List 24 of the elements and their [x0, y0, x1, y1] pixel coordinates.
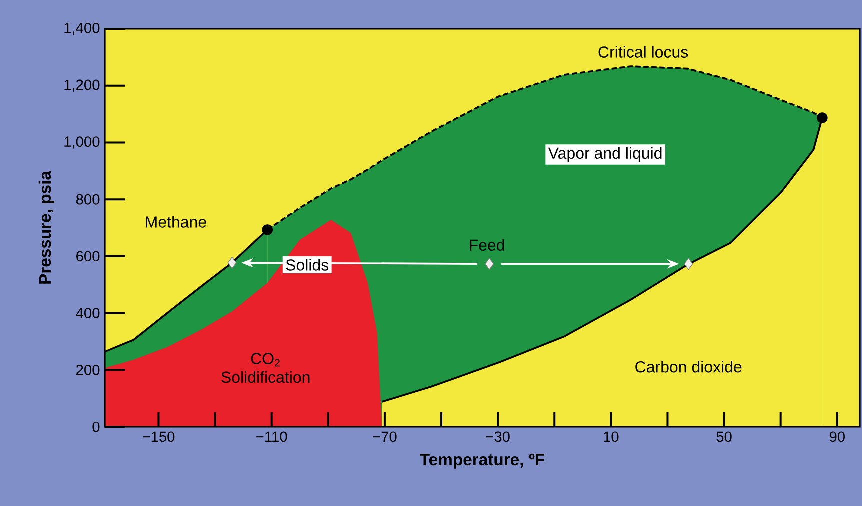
y-tick-label: 1,000: [64, 136, 100, 149]
x-tick-label: −150: [142, 432, 175, 442]
y-tick-label: 400: [76, 308, 100, 318]
x-axis-title: Temperature, ºF: [420, 454, 545, 469]
y-tick-label: 200: [76, 364, 100, 376]
annotation: CO$_{2}$ Solidification: [222, 353, 310, 384]
x-tick-label: −110: [256, 432, 288, 442]
y-tick-label: 1,400: [64, 22, 100, 36]
y-tick-label: 800: [76, 194, 100, 205]
x-tick-label: −30: [486, 432, 510, 442]
x-tick-label: 90: [830, 432, 845, 442]
annotation: Solids: [286, 259, 329, 271]
annotation: Critical locus: [598, 46, 688, 58]
y-tick-label: 600: [76, 251, 100, 262]
x-tick-label: −70: [373, 432, 397, 442]
x-tick-label: 50: [716, 432, 732, 442]
annotation: Carbon dioxide: [636, 361, 742, 373]
y-tick-label: 1,200: [64, 80, 100, 92]
y-axis-title: Pressure, psia: [38, 170, 54, 284]
annotation: Methane: [146, 216, 206, 228]
y-tick-label: 0: [92, 422, 100, 432]
annotation: Vapor and liquid: [548, 147, 662, 162]
x-tick-label: 10: [604, 432, 619, 442]
annotation: Feed: [470, 239, 504, 251]
